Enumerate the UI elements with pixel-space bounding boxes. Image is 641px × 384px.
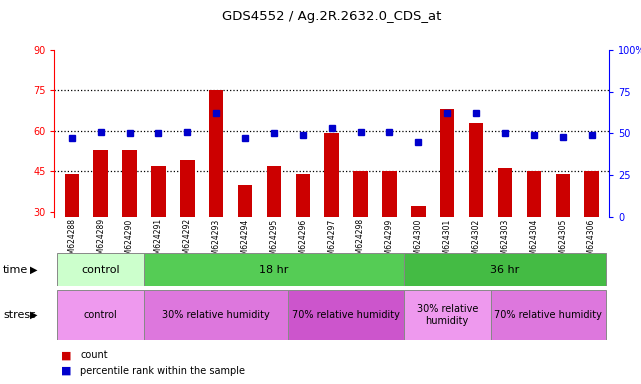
Bar (440, 109, 454, 217)
Bar (498, 169, 512, 217)
Bar (151, 166, 165, 217)
Bar (209, 90, 224, 217)
Bar (122, 150, 137, 217)
Bar (94, 150, 108, 217)
Bar (65, 174, 79, 217)
Bar (404, 253, 606, 286)
Bar (324, 134, 339, 217)
Bar (144, 253, 404, 286)
Bar (585, 171, 599, 217)
Bar (144, 290, 288, 340)
Text: ■: ■ (61, 350, 71, 360)
Text: ■: ■ (61, 366, 71, 376)
Text: 18 hr: 18 hr (259, 265, 288, 275)
Bar (288, 290, 404, 340)
Bar (527, 171, 541, 217)
Text: ▶: ▶ (29, 310, 37, 320)
Bar (469, 122, 483, 217)
Text: time: time (3, 265, 28, 275)
Bar (58, 290, 144, 340)
Bar (353, 171, 368, 217)
Bar (180, 161, 195, 217)
Text: control: control (84, 310, 117, 320)
Text: percentile rank within the sample: percentile rank within the sample (80, 366, 245, 376)
Text: 30% relative humidity: 30% relative humidity (162, 310, 270, 320)
Bar (382, 171, 397, 217)
Bar (238, 185, 253, 217)
Bar (267, 166, 281, 217)
Text: 70% relative humidity: 70% relative humidity (292, 310, 400, 320)
Text: GDS4552 / Ag.2R.2632.0_CDS_at: GDS4552 / Ag.2R.2632.0_CDS_at (222, 10, 442, 23)
Bar (404, 290, 490, 340)
Bar (296, 174, 310, 217)
Bar (490, 290, 606, 340)
Text: 70% relative humidity: 70% relative humidity (494, 310, 603, 320)
Text: control: control (81, 265, 120, 275)
Text: 30% relative
humidity: 30% relative humidity (417, 304, 478, 326)
Bar (411, 206, 426, 217)
Text: count: count (80, 350, 108, 360)
Bar (58, 253, 144, 286)
Text: ▶: ▶ (29, 265, 37, 275)
Bar (556, 174, 570, 217)
Text: 36 hr: 36 hr (490, 265, 520, 275)
Text: stress: stress (3, 310, 36, 320)
